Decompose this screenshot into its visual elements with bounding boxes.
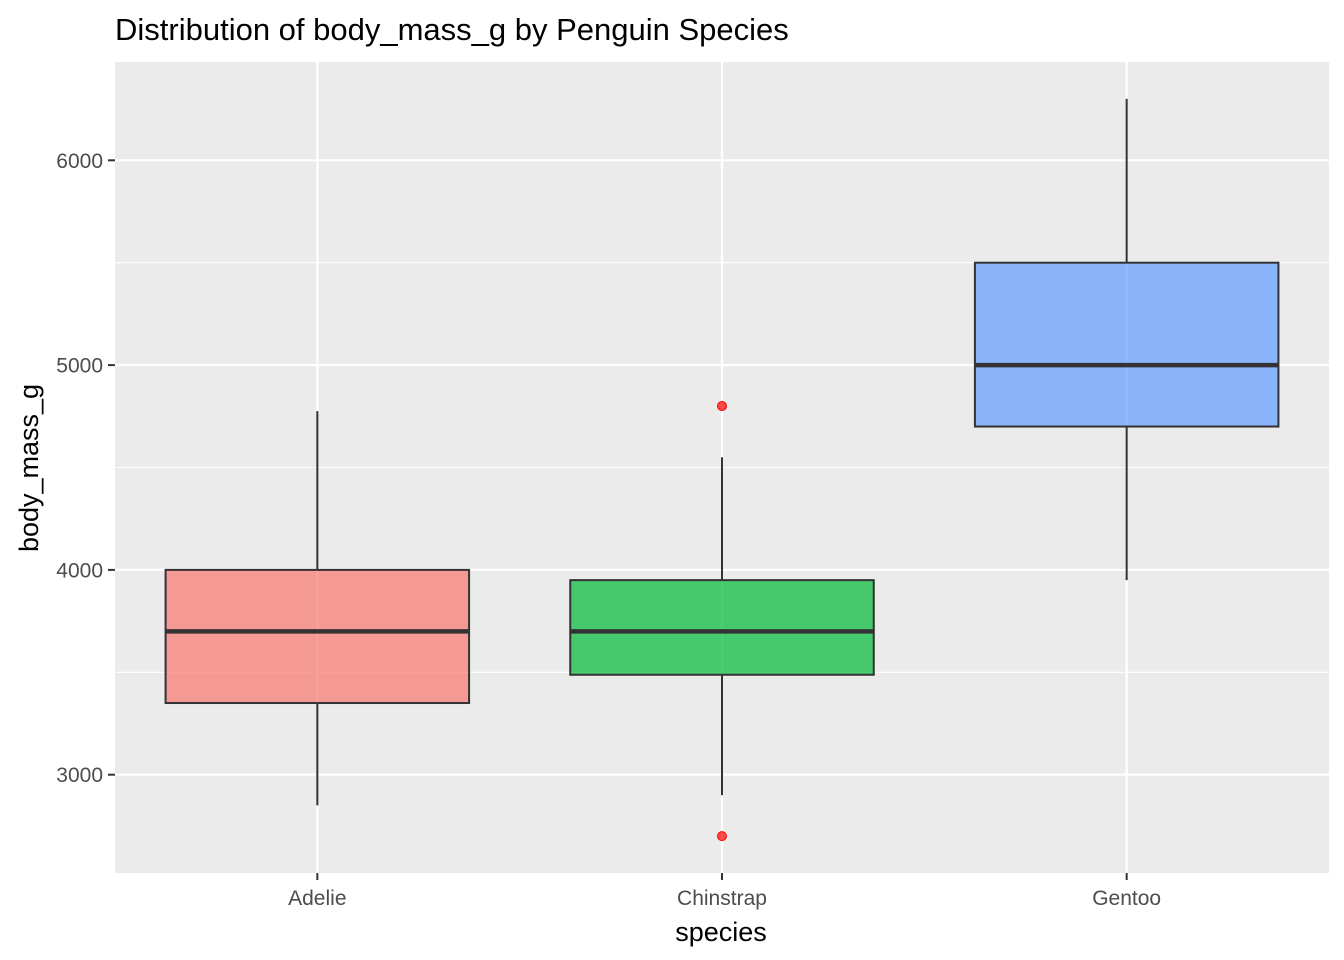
outlier-point [717,831,727,842]
x-axis-title: species [675,917,767,947]
box-chinstrap [569,401,875,842]
y-tick-label: 5000 [56,355,103,378]
box-adelie [164,411,471,806]
y-axis-title: body_mass_g [14,384,44,552]
x-tick-label: Chinstrap [677,887,767,910]
outlier-point [717,401,727,412]
x-axis: Adelie Chinstrap Gentoo [288,873,1161,910]
box-body [164,568,471,705]
x-tick-label: Adelie [288,887,346,910]
y-tick-label: 4000 [56,559,103,582]
box-gentoo [973,98,1280,581]
x-tick-label: Gentoo [1092,887,1161,910]
y-tick-label: 3000 [56,764,103,787]
y-tick-label: 6000 [56,150,103,173]
boxes [164,98,1280,842]
box-body [973,261,1280,428]
y-axis: 3000 4000 5000 6000 [56,150,115,787]
chart-title: Distribution of body_mass_g by Penguin S… [115,12,789,47]
box-body [569,579,875,676]
